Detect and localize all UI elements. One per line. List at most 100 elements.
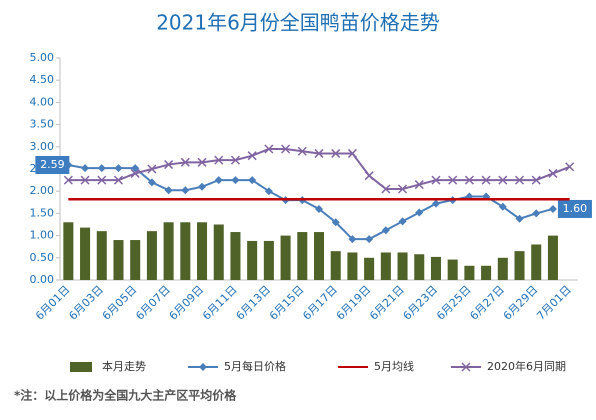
point [498, 175, 508, 185]
point [515, 214, 524, 223]
point [315, 204, 323, 213]
x-tick-label: 6月15日 [267, 283, 307, 323]
bar [514, 251, 525, 280]
point [565, 162, 575, 172]
chart-title: 2021年6月份全国鸭苗价格走势 [156, 11, 440, 35]
bar [130, 240, 141, 280]
bar [531, 244, 542, 280]
point [164, 160, 174, 170]
bar [497, 257, 508, 280]
y-tick-label: 1.50 [30, 206, 55, 219]
point [431, 199, 440, 208]
point [147, 178, 156, 187]
y-tick-label: 5.00 [30, 51, 55, 64]
legend-label: 2020年6月同期 [487, 359, 566, 373]
point [113, 175, 124, 185]
x-tick-label: 6月29日 [501, 283, 541, 323]
data-label: 1.60 [563, 202, 588, 215]
bar [481, 265, 492, 280]
bar [146, 231, 157, 280]
point [230, 155, 240, 165]
point [498, 202, 507, 211]
point [131, 164, 140, 173]
point [548, 204, 557, 213]
label-box [35, 156, 70, 175]
point [198, 182, 207, 191]
bar [430, 256, 441, 280]
point [214, 176, 223, 185]
point [214, 155, 224, 165]
bar [247, 240, 258, 280]
x-tick-label: 6月05日 [100, 283, 140, 323]
point [398, 217, 407, 226]
legend-marker [461, 362, 471, 372]
x-tick-label: 6月11日 [200, 283, 240, 323]
legend-marker [199, 363, 207, 371]
y-tick-label: 4.50 [30, 73, 55, 86]
bar [297, 232, 308, 280]
point [248, 176, 257, 185]
bar [330, 251, 341, 280]
point [130, 168, 140, 178]
point [97, 175, 107, 185]
y-tick-label: 0.00 [30, 273, 55, 286]
x-tick-label: 6月25日 [434, 283, 474, 323]
point [147, 164, 157, 174]
x-tick-label: 6月09日 [167, 283, 207, 323]
bar [213, 224, 224, 280]
legend-label: 本月走势 [102, 359, 146, 373]
y-tick-label: 4.00 [30, 95, 55, 108]
data-label: 2.59 [40, 158, 65, 171]
legend-swatch [70, 362, 92, 372]
bar [180, 222, 191, 280]
y-tick-label: 3.00 [30, 140, 55, 153]
point [514, 175, 525, 185]
bar [230, 232, 241, 280]
point [264, 187, 273, 196]
point [164, 186, 173, 195]
bar [414, 254, 425, 280]
bar [447, 259, 458, 280]
x-tick-label: 6月21日 [367, 283, 407, 323]
label-box [557, 199, 592, 218]
point [297, 146, 307, 156]
x-tick-label: 7月01日 [534, 283, 574, 323]
line [68, 148, 571, 190]
point [448, 175, 458, 185]
line [68, 164, 554, 241]
point [464, 175, 474, 185]
point [97, 164, 106, 173]
x-tick-label: 6月01日 [33, 283, 73, 323]
x-tick-label: 6月23日 [401, 283, 441, 323]
x-tick-label: 6月27日 [467, 283, 507, 323]
point [281, 144, 291, 154]
point [80, 175, 90, 185]
y-tick-label: 3.50 [30, 118, 55, 131]
x-tick-label: 6月17日 [300, 283, 340, 323]
point [414, 180, 424, 190]
bar [397, 252, 408, 280]
bar [113, 240, 124, 280]
bar [464, 265, 475, 280]
point [264, 144, 274, 154]
point [531, 175, 541, 185]
y-tick-label: 1.00 [30, 229, 55, 242]
legend-label: 5月均线 [374, 359, 414, 373]
x-tick-label: 6月03日 [66, 283, 106, 323]
bar [347, 252, 358, 280]
x-tick-label: 6月07日 [133, 283, 173, 323]
point [364, 171, 374, 181]
point [181, 186, 190, 195]
point [231, 176, 240, 185]
y-tick-label: 0.50 [30, 251, 55, 264]
point [532, 209, 541, 218]
point [114, 164, 123, 173]
point [331, 148, 341, 158]
point [398, 184, 408, 194]
footnote: *注：以上价格为全国九大主产区平均价格 [14, 388, 237, 403]
legend-label: 5月每日价格 [224, 359, 286, 373]
bar [163, 222, 174, 280]
point [81, 164, 90, 173]
point [365, 235, 374, 244]
